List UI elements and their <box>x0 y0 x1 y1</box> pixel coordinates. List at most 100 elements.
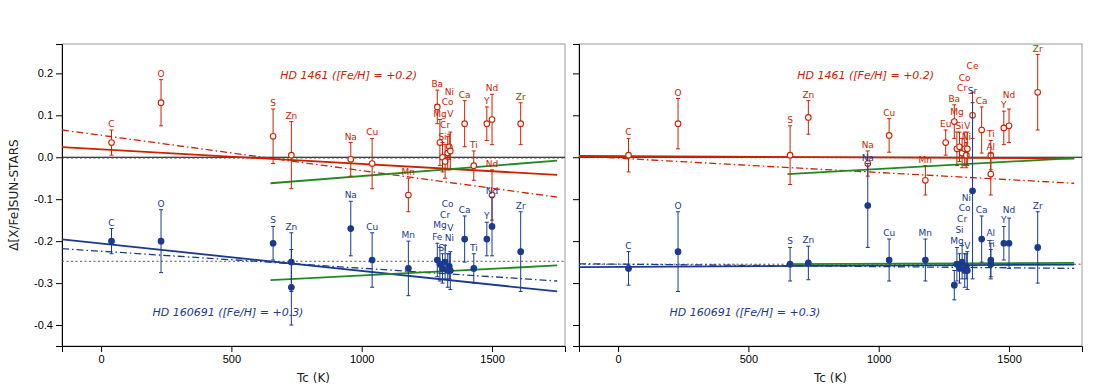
point <box>951 282 957 288</box>
error-bar-cap <box>955 247 959 248</box>
point-label: Na <box>862 140 874 150</box>
tick-mark <box>56 199 62 200</box>
point-label: Mn <box>402 167 415 177</box>
point-label: C <box>108 218 114 228</box>
point <box>518 121 524 127</box>
tick-label: 0.0 <box>38 151 53 163</box>
error-bar-cap <box>952 138 956 139</box>
point-label: Na <box>345 190 357 200</box>
error-bar <box>485 222 489 256</box>
error-bar-cap <box>519 102 523 103</box>
point <box>963 152 969 158</box>
point-label: Co <box>959 203 971 213</box>
error-bar-cap <box>441 171 445 172</box>
error-bar-cap <box>349 201 353 202</box>
figure: 050010001500-0.4-0.3-0.2-0.10.00.10.2Tc … <box>0 0 1096 390</box>
error-bar-cap <box>944 155 948 156</box>
error-bar-cap <box>1036 54 1040 55</box>
error-bar-cap <box>866 247 870 248</box>
point <box>158 100 164 106</box>
tick-label: 0 <box>99 353 105 365</box>
point <box>109 140 115 146</box>
error-bar-cap <box>952 270 956 271</box>
error-bar-cap <box>472 253 476 254</box>
error-bar <box>1036 212 1040 283</box>
tick-mark <box>573 283 579 284</box>
point <box>1006 123 1012 129</box>
error-bar-cap <box>806 246 810 247</box>
error-bar <box>1007 218 1011 268</box>
point-label: Ce <box>967 61 979 71</box>
point <box>965 146 971 152</box>
point-label: Cr <box>957 83 967 93</box>
point <box>787 152 793 158</box>
point-label: Co <box>442 97 454 107</box>
error-bar-cap <box>788 184 792 185</box>
point-label: Nd <box>1003 205 1015 215</box>
point-label: Y <box>483 96 490 106</box>
error-bar <box>490 94 494 144</box>
error-bar-cap <box>490 169 494 170</box>
point <box>1035 89 1041 95</box>
tick-mark <box>101 346 102 352</box>
error-bar <box>887 239 891 281</box>
point-label: Cu <box>883 108 895 118</box>
point-label: Y <box>483 211 490 221</box>
error-bar-cap <box>159 209 163 210</box>
fit-line <box>787 263 1074 264</box>
point-label: Zr <box>516 92 526 102</box>
error-bar-cap <box>989 195 993 196</box>
error-bar-cap <box>676 98 680 99</box>
point <box>109 238 115 244</box>
error-bar <box>923 239 927 281</box>
error-bar-cap <box>980 106 984 107</box>
error-bar <box>960 138 964 167</box>
point-label: Mn <box>402 230 415 240</box>
error-bar <box>472 254 476 283</box>
tick <box>573 325 579 326</box>
error-bar-cap <box>960 167 964 168</box>
error-bar-cap <box>443 278 447 279</box>
fit-line <box>579 156 1074 183</box>
error-bar <box>989 153 993 195</box>
point <box>1035 245 1041 251</box>
fit-line <box>270 161 557 184</box>
tick: 1000 <box>350 346 374 365</box>
error-bar <box>519 212 523 292</box>
error-bar-cap <box>627 251 631 252</box>
point-label: Mg <box>950 107 963 117</box>
error-bar <box>448 132 452 170</box>
error-bar-cap <box>370 232 374 233</box>
error-bar-cap <box>788 247 792 248</box>
error-bar-cap <box>964 167 968 168</box>
tick-label: 0.1 <box>38 109 53 121</box>
point <box>965 268 971 274</box>
error-bar-cap <box>519 211 523 212</box>
error-bar-cap <box>485 222 489 223</box>
error-bar <box>955 247 959 281</box>
error-bar <box>923 166 927 195</box>
error-bar-cap <box>980 215 984 216</box>
point-label: Nd <box>486 159 498 169</box>
tick-label: -0.3 <box>34 277 53 289</box>
point-label: C <box>625 127 631 137</box>
error-bar-cap <box>958 253 962 254</box>
error-bar <box>463 216 467 262</box>
error-bar-cap <box>463 100 467 101</box>
tick-mark <box>56 73 62 74</box>
tick: 0.0 <box>38 151 62 163</box>
error-bar <box>159 80 163 126</box>
plot-frame <box>579 44 1082 346</box>
tick-mark <box>56 283 62 284</box>
chart-root: 050010001500-0.4-0.3-0.2-0.10.00.10.2Tc … <box>0 0 1096 390</box>
point-label: C <box>108 119 114 129</box>
point-label: Si <box>955 121 963 131</box>
point-label: S <box>270 215 276 225</box>
point-label: Cr <box>957 214 967 224</box>
error-bar-cap <box>788 280 792 281</box>
point <box>471 266 477 272</box>
labels: HD 1461 ([Fe/H] = +0.2)HD 160691 ([Fe/H]… <box>625 43 1043 318</box>
error-bar-cap <box>271 163 275 164</box>
error-bar <box>435 90 439 124</box>
error-bar-cap <box>448 251 452 252</box>
